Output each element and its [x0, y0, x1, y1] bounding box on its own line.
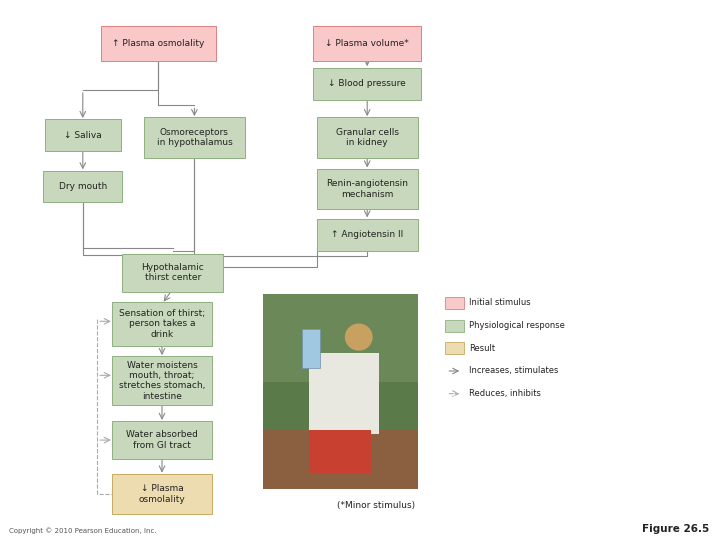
FancyBboxPatch shape: [144, 117, 245, 158]
FancyBboxPatch shape: [263, 430, 418, 489]
Text: ↓ Plasma volume*: ↓ Plasma volume*: [325, 39, 409, 48]
FancyBboxPatch shape: [317, 117, 418, 158]
Ellipse shape: [345, 323, 373, 350]
Text: (*Minor stimulus): (*Minor stimulus): [337, 501, 415, 510]
Text: ↑ Plasma osmolality: ↑ Plasma osmolality: [112, 39, 204, 48]
FancyBboxPatch shape: [112, 302, 212, 346]
FancyBboxPatch shape: [112, 474, 212, 514]
FancyBboxPatch shape: [302, 329, 320, 368]
FancyBboxPatch shape: [445, 342, 464, 354]
Text: Granular cells
in kidney: Granular cells in kidney: [336, 128, 399, 147]
Text: Osmoreceptors
in hypothalamus: Osmoreceptors in hypothalamus: [156, 128, 233, 147]
Text: Water moistens
mouth, throat;
stretches stomach,
intestine: Water moistens mouth, throat; stretches …: [119, 361, 205, 401]
Text: Initial stimulus: Initial stimulus: [469, 299, 531, 307]
FancyBboxPatch shape: [310, 353, 379, 434]
Text: Figure 26.5: Figure 26.5: [642, 523, 709, 534]
FancyBboxPatch shape: [445, 297, 464, 309]
Text: ↓ Blood pressure: ↓ Blood pressure: [328, 79, 406, 88]
FancyBboxPatch shape: [112, 421, 212, 459]
FancyBboxPatch shape: [313, 68, 421, 100]
Text: Result: Result: [469, 344, 495, 353]
FancyBboxPatch shape: [317, 168, 418, 209]
FancyBboxPatch shape: [445, 320, 464, 332]
Text: Sensation of thirst;
person takes a
drink: Sensation of thirst; person takes a drin…: [119, 309, 205, 339]
FancyBboxPatch shape: [45, 119, 121, 151]
FancyBboxPatch shape: [101, 25, 216, 60]
FancyBboxPatch shape: [317, 219, 418, 251]
Text: Dry mouth: Dry mouth: [58, 182, 107, 191]
FancyBboxPatch shape: [263, 294, 418, 382]
Text: ↑ Angiotensin II: ↑ Angiotensin II: [331, 231, 403, 239]
Text: ↓ Saliva: ↓ Saliva: [64, 131, 102, 139]
Text: Water absorbed
from GI tract: Water absorbed from GI tract: [126, 430, 198, 450]
Text: Physiological response: Physiological response: [469, 321, 565, 330]
FancyBboxPatch shape: [122, 254, 223, 292]
FancyBboxPatch shape: [112, 356, 212, 405]
FancyBboxPatch shape: [313, 25, 421, 60]
FancyBboxPatch shape: [310, 430, 372, 473]
FancyBboxPatch shape: [263, 294, 418, 489]
Text: Increases, stimulates: Increases, stimulates: [469, 367, 559, 375]
Text: Hypothalamic
thirst center: Hypothalamic thirst center: [141, 263, 204, 282]
Text: Reduces, inhibits: Reduces, inhibits: [469, 389, 541, 398]
Text: Renin-angiotensin
mechanism: Renin-angiotensin mechanism: [326, 179, 408, 199]
Text: ↓ Plasma
osmolality: ↓ Plasma osmolality: [139, 484, 185, 504]
Text: Copyright © 2010 Pearson Education, Inc.: Copyright © 2010 Pearson Education, Inc.: [9, 527, 156, 534]
FancyBboxPatch shape: [43, 171, 122, 202]
